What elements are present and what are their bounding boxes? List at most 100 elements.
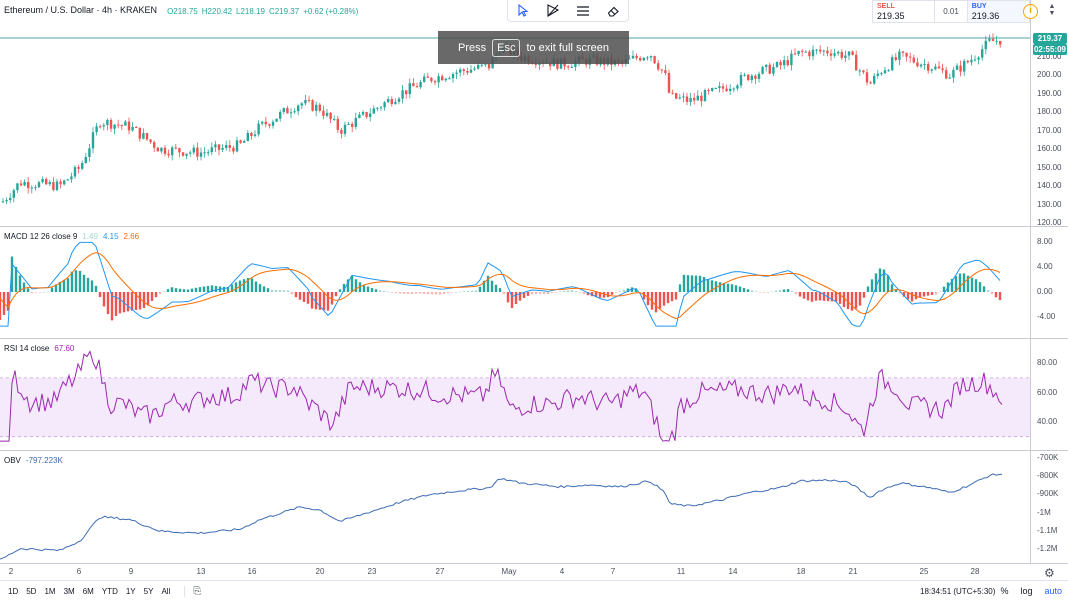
- eraser-icon[interactable]: [603, 2, 623, 20]
- time-tick-label: 7: [610, 567, 616, 576]
- macd-histogram-bar: [98, 292, 102, 298]
- macd-histogram-bar: [70, 271, 74, 292]
- macd-histogram-bar: [450, 292, 454, 293]
- candle-body: [984, 40, 987, 50]
- candle-body: [369, 113, 372, 117]
- gear-icon[interactable]: ⚙: [1044, 566, 1055, 580]
- macd-histogram-bar: [814, 292, 818, 301]
- sell-button[interactable]: SELL 219.35: [873, 1, 935, 22]
- macd-histogram-bar: [726, 283, 730, 292]
- candle-body: [855, 54, 858, 71]
- candle-body: [271, 121, 275, 126]
- clock[interactable]: 18:34:51 (UTC+5:30): [920, 586, 996, 596]
- rsi-value: 67.60: [54, 344, 75, 353]
- range-button[interactable]: All: [161, 586, 171, 596]
- candle-body: [847, 51, 851, 56]
- macd-histogram-bar: [582, 292, 586, 294]
- candle-body: [822, 50, 825, 52]
- pane-separator[interactable]: [0, 226, 1068, 227]
- range-button[interactable]: 5D: [26, 586, 37, 596]
- candle-body: [477, 64, 480, 69]
- time-tick-label: 20: [315, 567, 325, 576]
- candle-body: [826, 50, 829, 54]
- pane-separator[interactable]: [0, 338, 1068, 339]
- macd-name: MACD 12 26 close 9: [4, 232, 78, 241]
- scale-arrows-icon[interactable]: ▲ ▼: [1048, 3, 1056, 17]
- candle-body: [909, 56, 912, 58]
- trendline-icon[interactable]: [543, 2, 563, 20]
- macd-histogram-bar: [774, 290, 778, 292]
- candle-body: [325, 112, 329, 116]
- candle-body: [891, 57, 894, 71]
- last-price-tag: 219.37: [1033, 33, 1067, 44]
- candle-body: [869, 82, 872, 84]
- info-icon[interactable]: i: [1023, 4, 1038, 19]
- candle-body: [9, 197, 12, 201]
- drawing-toolbar: [507, 0, 629, 22]
- range-button[interactable]: 6M: [82, 586, 94, 596]
- auto-toggle[interactable]: auto: [1044, 586, 1062, 596]
- candle-body: [455, 72, 458, 74]
- macd-histogram-bar: [326, 292, 330, 311]
- macd-histogram-bar: [310, 292, 314, 309]
- price-scale[interactable]: 220.00210.00200.00190.00180.00170.00160.…: [1030, 0, 1068, 563]
- range-button[interactable]: 1D: [8, 586, 19, 596]
- macd-histogram-bar: [822, 292, 826, 301]
- macd-histogram-bar: [90, 280, 94, 292]
- range-button[interactable]: YTD: [101, 586, 118, 596]
- candle-body: [916, 62, 919, 67]
- candle-body: [37, 182, 41, 188]
- candle-body: [192, 147, 195, 153]
- macd-histogram-bar: [18, 275, 22, 292]
- macd-histogram-bar: [638, 292, 642, 293]
- candle-body: [228, 145, 231, 148]
- candle-body: [754, 75, 757, 79]
- candle-body: [379, 107, 383, 109]
- macd-histogram-bar: [206, 285, 210, 292]
- macd-legend[interactable]: MACD 12 26 close 9 1.49 4.15 2.66: [4, 232, 139, 241]
- range-button[interactable]: 1M: [44, 586, 56, 596]
- macd-histogram-bar: [630, 287, 634, 292]
- macd-histogram-bar: [866, 286, 870, 292]
- rsi-tick-label: 60.00: [1037, 387, 1058, 397]
- chart-canvas[interactable]: [0, 0, 1030, 563]
- range-button[interactable]: 1Y: [125, 586, 136, 596]
- candle-body: [905, 52, 908, 57]
- chart-area[interactable]: [0, 0, 1030, 563]
- symbol-title[interactable]: Ethereum / U.S. Dollar · 4h · KRAKEN: [4, 5, 158, 15]
- macd-histogram-bar: [242, 279, 246, 292]
- candle-body: [469, 69, 473, 73]
- time-axis[interactable]: ⚙ 2 6 9 13 16 20 23 27 May 4 7 11 14 18 21 25 28: [0, 563, 1068, 580]
- percent-toggle[interactable]: %: [1000, 586, 1009, 596]
- candle-body: [300, 103, 303, 106]
- time-tick-label: 11: [676, 567, 686, 576]
- rsi-legend[interactable]: RSI 14 close 67.60: [4, 344, 74, 353]
- cursor-icon[interactable]: [513, 2, 533, 20]
- time-tick-label: 2: [8, 567, 14, 576]
- candle-body: [135, 126, 138, 128]
- macd-histogram-bar: [426, 292, 430, 295]
- lines-icon[interactable]: [573, 2, 593, 20]
- macd-histogram-bar: [658, 292, 662, 309]
- macd-histogram-bar: [978, 282, 982, 292]
- range-button[interactable]: 5Y: [143, 586, 154, 596]
- range-button[interactable]: 3M: [63, 586, 75, 596]
- candle-body: [45, 179, 48, 185]
- candle-body: [426, 76, 429, 78]
- macd-histogram-bar: [698, 275, 702, 292]
- macd-histogram-bar: [810, 292, 814, 302]
- obv-legend[interactable]: OBV -797.223K: [4, 456, 63, 465]
- candle-body: [783, 60, 786, 66]
- candle-body: [718, 86, 721, 89]
- calendar-goto-icon[interactable]: ⎘: [184, 585, 201, 597]
- pane-separator[interactable]: [0, 450, 1068, 451]
- candle-body: [221, 147, 224, 150]
- macd-histogram-bar: [686, 275, 690, 292]
- macd-histogram-bar: [890, 284, 894, 292]
- macd-histogram-bar: [758, 292, 762, 293]
- candle-body: [19, 183, 23, 186]
- close-value: C219.37: [268, 6, 300, 16]
- macd-histogram-bar: [474, 290, 478, 292]
- log-toggle[interactable]: log: [1020, 586, 1033, 596]
- buy-button[interactable]: BUY 219.36: [967, 1, 1030, 22]
